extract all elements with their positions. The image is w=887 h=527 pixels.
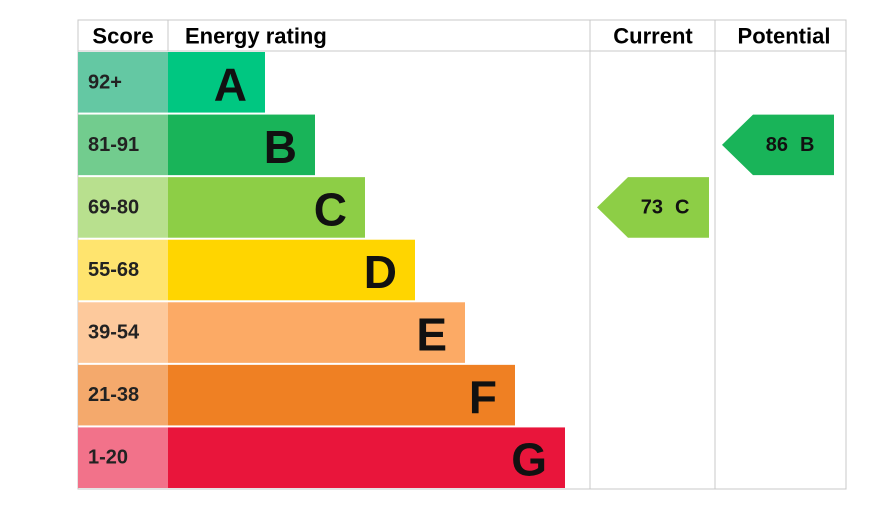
score-range: 1-20 [88, 447, 128, 469]
rating-letter: G [511, 434, 547, 486]
rating-bar [168, 364, 515, 426]
score-cell [78, 427, 168, 488]
score-range: 55-68 [88, 259, 139, 281]
arrow-letter: C [675, 196, 689, 218]
rating-arrow [597, 177, 709, 238]
rating-bar [168, 302, 465, 363]
rating-letter: E [416, 309, 447, 361]
score-cell [78, 239, 168, 301]
rating-bar [168, 114, 315, 176]
header: Potential [738, 24, 831, 49]
arrow-value: 86 [766, 134, 788, 156]
header: Current [613, 24, 693, 49]
rating-letter: F [469, 371, 497, 423]
score-cell [78, 177, 168, 238]
score-range: 69-80 [88, 196, 139, 218]
rating-letter: B [264, 121, 297, 173]
rating-bar [168, 239, 415, 301]
arrow-value: 73 [641, 196, 663, 218]
header: Energy rating [185, 24, 327, 49]
score-range: 92+ [88, 71, 122, 93]
rating-bar [168, 427, 565, 488]
score-cell [78, 302, 168, 363]
score-range: 81-91 [88, 134, 139, 156]
rating-bar [168, 52, 265, 113]
score-cell [78, 364, 168, 426]
score-cell [78, 52, 168, 113]
header: Score [92, 24, 153, 49]
score-range: 39-54 [88, 322, 140, 344]
score-range: 21-38 [88, 384, 139, 406]
rating-letter: C [314, 183, 347, 235]
rating-letter: D [364, 246, 397, 298]
score-cell [78, 114, 168, 176]
rating-arrow [722, 114, 834, 176]
rating-bar [168, 177, 365, 238]
rating-letter: A [214, 58, 247, 110]
arrow-letter: B [800, 134, 814, 156]
